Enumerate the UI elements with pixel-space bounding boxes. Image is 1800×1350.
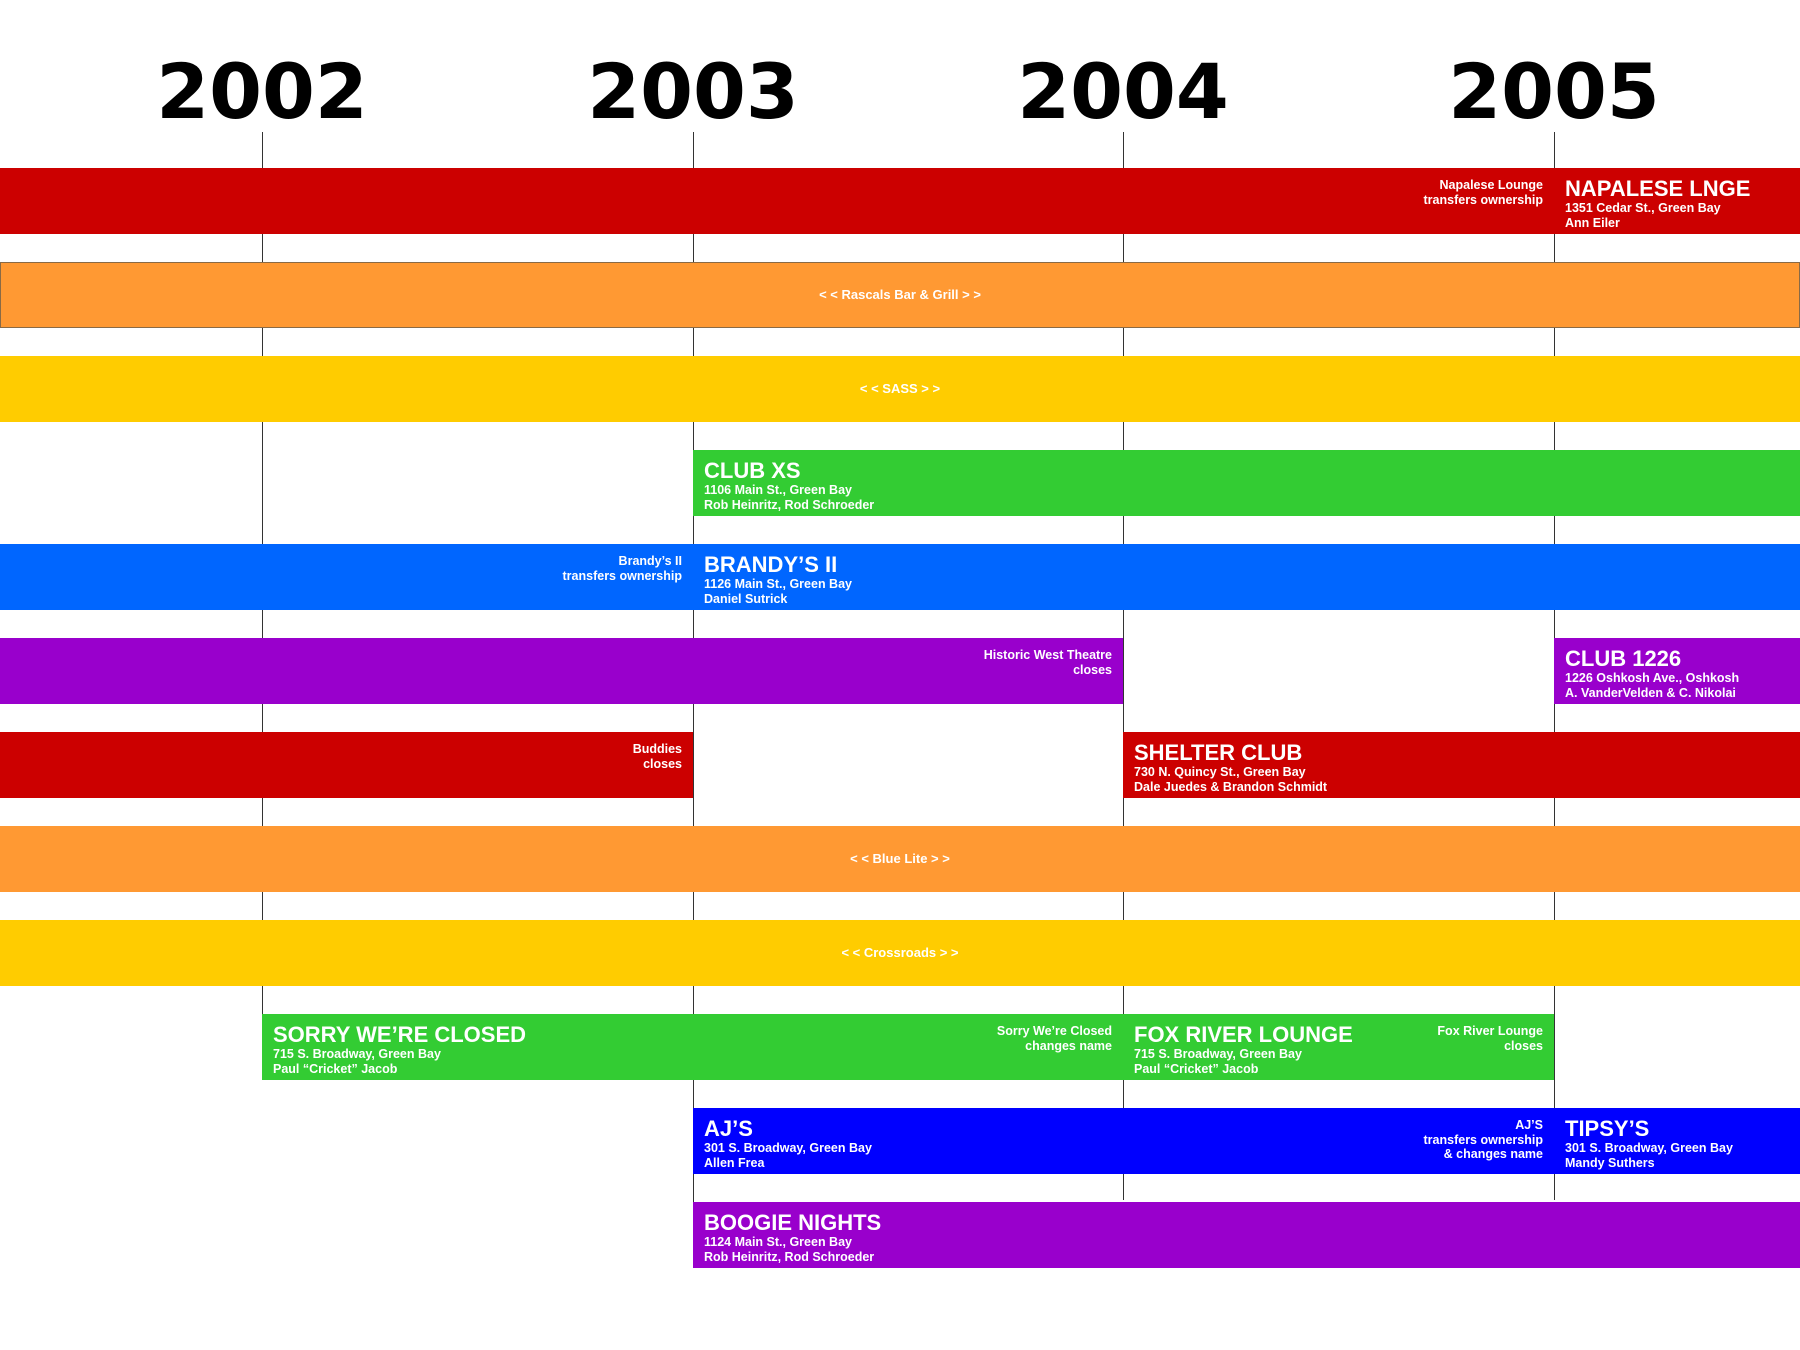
timeline-bar: NAPALESE LNGE 1351 Cedar St., Green Bay An… <box>1554 168 1800 234</box>
bar-center-label: < < Rascals Bar & Grill > > <box>819 287 981 302</box>
venue-label: BOOGIE NIGHTS 1124 Main St., Green Bay Rob… <box>704 1211 881 1264</box>
event-note-line: closes <box>1504 1038 1543 1053</box>
venue-label: NAPALESE LNGE 1351 Cedar St., Green Bay An… <box>1565 177 1750 230</box>
venue-name: BOOGIE NIGHTS <box>704 1210 882 1235</box>
venue-address: 301 S. Broadway, Green Bay <box>1565 1141 1733 1155</box>
venue-address: 1124 Main St., Green Bay <box>704 1235 852 1249</box>
venue-label: BRANDY’S II 1126 Main St., Green Bay Danie… <box>704 553 852 606</box>
timeline-bar: TIPSY’S 301 S. Broadway, Green Bay Mandy S… <box>1554 1108 1800 1174</box>
venue-name: NAPALESE LNGE <box>1565 176 1751 201</box>
venue-address: 1106 Main St., Green Bay <box>704 483 852 497</box>
venue-name: SORRY WE’RE CLOSED <box>273 1022 527 1047</box>
timeline-bar: BOOGIE NIGHTS 1124 Main St., Green Bay Rob… <box>693 1202 1800 1268</box>
event-note: Buddies closes <box>633 742 682 771</box>
venue-owner: Mandy Suthers <box>1565 1155 1655 1170</box>
venue-owner: Paul “Cricket” Jacob <box>273 1061 398 1076</box>
venue-address: 715 S. Broadway, Green Bay <box>273 1047 441 1061</box>
venue-label: AJ’S 301 S. Broadway, Green Bay Allen Frea <box>704 1117 872 1170</box>
venue-label: TIPSY’S 301 S. Broadway, Green Bay Mandy S… <box>1565 1117 1733 1170</box>
year-gridline-2004 <box>1123 132 1124 1200</box>
venue-address: 301 S. Broadway, Green Bay <box>704 1141 872 1155</box>
venue-owner: Daniel Sutrick <box>704 591 788 606</box>
timeline-bar: CLUB 1226 1226 Oshkosh Ave., Oshkosh A. Va… <box>1554 638 1800 704</box>
venue-label: FOX RIVER LOUNGE 715 S. Broadway, Green B… <box>1134 1023 1353 1076</box>
venue-name: BRANDY’S II <box>704 552 838 577</box>
venue-name: SHELTER CLUB <box>1134 740 1303 765</box>
event-note-line: & changes name <box>1443 1147 1543 1161</box>
timeline-bar: < < Rascals Bar & Grill > > <box>0 262 1800 328</box>
venue-address: 1226 Oshkosh Ave., Oshkosh <box>1565 671 1740 685</box>
venue-name: CLUB XS <box>704 458 801 483</box>
venue-address: 715 S. Broadway, Green Bay <box>1134 1047 1302 1061</box>
timeline-bar: SORRY WE’RE CLOSED 715 S. Broadway, Green… <box>262 1014 1123 1080</box>
event-note: Historic West Theatre closes <box>984 648 1112 677</box>
venue-owner: Dale Juedes & Brandon Schmidt <box>1134 779 1328 794</box>
venue-owner: Allen Frea <box>704 1155 765 1170</box>
timeline-bar: < < Blue Lite > > <box>0 826 1800 892</box>
bar-center-label: < < Blue Lite > > <box>850 851 950 866</box>
event-note-line: changes name <box>1025 1038 1112 1053</box>
event-note-line: transfers ownership <box>562 568 682 583</box>
timeline-bar: CLUB XS 1106 Main St., Green Bay Rob Heinr… <box>693 450 1800 516</box>
event-note-line: transfers ownership <box>1423 1132 1543 1147</box>
venue-owner: Ann Eiler <box>1565 215 1620 230</box>
event-note: Napalese Lounge transfers ownership <box>1424 178 1543 207</box>
event-note-line: Napalese Lounge <box>1439 178 1544 192</box>
year-label-2004: 2004 <box>1017 47 1229 136</box>
venue-label: SHELTER CLUB 730 N. Quincy St., Green Bay… <box>1134 741 1327 794</box>
year-label-2003: 2003 <box>587 47 799 136</box>
timeline-bar: Napalese Lounge transfers ownership <box>0 168 1554 234</box>
venue-address: 1351 Cedar St., Green Bay <box>1565 201 1721 215</box>
timeline-bar: < < SASS > > <box>0 356 1800 422</box>
timeline-bar: < < Crossroads > > <box>0 920 1800 986</box>
bar-center-label: < < SASS > > <box>859 381 941 396</box>
venue-owner: A. VanderVelden & C. Nikolai <box>1565 685 1736 700</box>
year-label-2005: 2005 <box>1448 47 1660 136</box>
timeline-bar: SHELTER CLUB 730 N. Quincy St., Green Bay… <box>1123 732 1800 798</box>
event-note-line: closes <box>1073 662 1112 677</box>
venue-name: TIPSY’S <box>1565 1116 1650 1141</box>
timeline-bar: Historic West Theatre closes <box>0 638 1123 704</box>
event-note-line: AJ’S <box>1515 1118 1543 1132</box>
event-note: Fox River Lounge closes <box>1437 1024 1543 1053</box>
event-note-line: closes <box>643 756 682 771</box>
event-note: Sorry We’re Closed changes name <box>997 1024 1112 1053</box>
venue-address: 1126 Main St., Green Bay <box>704 577 852 591</box>
timeline-bar: Buddies closes <box>0 732 693 798</box>
venue-label: CLUB 1226 1226 Oshkosh Ave., Oshkosh A. Va… <box>1565 647 1739 700</box>
venue-owner: Paul “Cricket” Jacob <box>1134 1061 1259 1076</box>
event-note: Brandy’s II transfers ownership <box>563 554 682 583</box>
timeline-bar: Brandy’s II transfers ownership <box>0 544 693 610</box>
event-note-line: Historic West Theatre <box>983 648 1112 662</box>
venue-name: AJ’S <box>704 1116 753 1141</box>
event-note-line: Fox River Lounge <box>1437 1024 1543 1038</box>
venue-owner: Rob Heinritz, Rod Schroeder <box>704 497 875 512</box>
event-note-line: Brandy’s II <box>618 554 682 568</box>
event-note-line: transfers ownership <box>1423 192 1543 207</box>
venue-label: SORRY WE’RE CLOSED 715 S. Broadway, Green… <box>273 1023 526 1076</box>
timeline-bar: FOX RIVER LOUNGE 715 S. Broadway, Green B… <box>1123 1014 1554 1080</box>
bar-center-label: < < Crossroads > > <box>841 945 959 960</box>
event-note-line: Buddies <box>632 742 682 756</box>
venue-address: 730 N. Quincy St., Green Bay <box>1134 765 1306 779</box>
timeline-bar: BRANDY’S II 1126 Main St., Green Bay Danie… <box>693 544 1800 610</box>
venue-label: CLUB XS 1106 Main St., Green Bay Rob Heinr… <box>704 459 874 512</box>
venue-owner: Rob Heinritz, Rod Schroeder <box>704 1249 875 1264</box>
venue-name: FOX RIVER LOUNGE <box>1134 1022 1353 1047</box>
timeline-bar: AJ’S 301 S. Broadway, Green Bay Allen Frea… <box>693 1108 1554 1174</box>
event-note-line: Sorry We’re Closed <box>996 1024 1112 1038</box>
venue-name: CLUB 1226 <box>1565 646 1682 671</box>
year-label-2002: 2002 <box>156 47 368 136</box>
event-note: AJ’S transfers ownership & changes name <box>1424 1118 1543 1162</box>
